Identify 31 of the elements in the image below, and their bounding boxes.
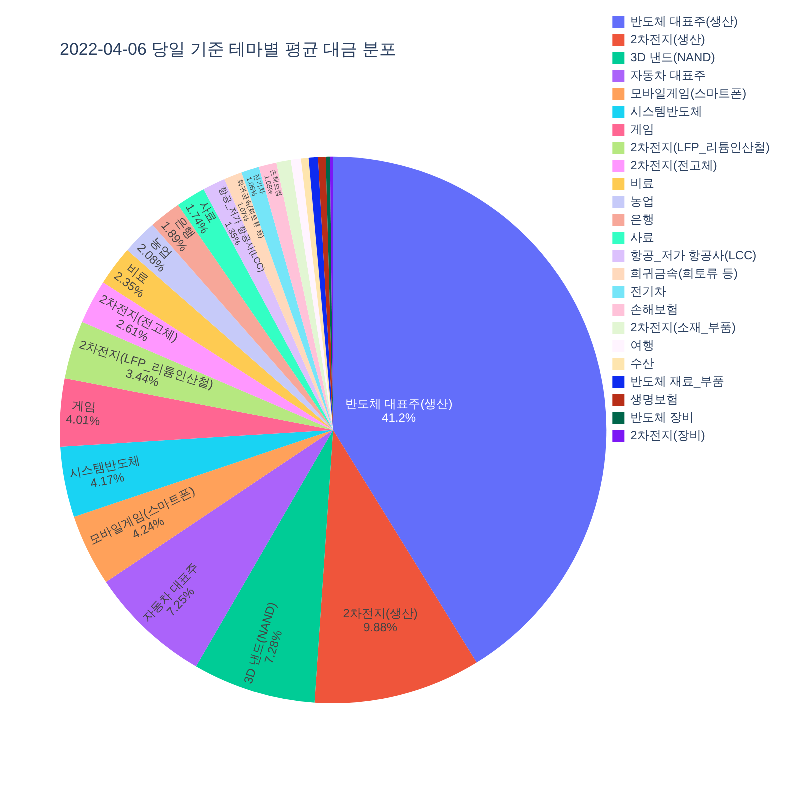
legend-label: 시스템반도체 bbox=[630, 104, 703, 118]
legend-label: 비료 bbox=[630, 176, 655, 190]
legend-label: 3D 낸드(NAND) bbox=[630, 50, 716, 64]
legend-label: 여행 bbox=[630, 338, 655, 352]
legend-label: 반도체 대표주(생산) bbox=[630, 14, 738, 28]
legend-label: 희귀금속(희토류 등) bbox=[630, 266, 738, 280]
legend-label: 사료 bbox=[630, 230, 655, 244]
data-label: 41.2% bbox=[382, 410, 416, 425]
legend-label: 자동차 대표주 bbox=[630, 68, 706, 82]
legend-label: 반도체 재료_부품 bbox=[630, 374, 725, 388]
text: 2022-04-06 당일 기준 테마별 평균 대금 분포 bbox=[60, 40, 396, 59]
data-label: 4.01% bbox=[66, 412, 101, 428]
legend-label: 손해보험 bbox=[630, 302, 679, 316]
legend-label: 수산 bbox=[630, 356, 655, 370]
legend-label: 모바일게임(스마트폰) bbox=[630, 86, 747, 100]
data-label: 9.88% bbox=[364, 620, 398, 634]
slice-label: 게임 bbox=[72, 398, 96, 414]
legend-label: 2차전지(LFP_리튬인산철) bbox=[630, 140, 770, 154]
legend-label: 2차전지(생산) bbox=[630, 32, 706, 46]
legend-label: 반도체 장비 bbox=[630, 410, 694, 424]
legend-label: 2차전지(소재_부품) bbox=[630, 320, 736, 334]
slice-label: 반도체 대표주(생산) bbox=[345, 396, 453, 411]
legend-label: 2차전지(장비) bbox=[630, 428, 706, 442]
slice-label: 2차전지(생산) bbox=[343, 606, 418, 621]
legend-label: 전기차 bbox=[630, 284, 667, 298]
legend-label: 농업 bbox=[630, 194, 655, 208]
legend-label: 생명보험 bbox=[630, 392, 679, 406]
legend-label: 항공_저가 항공사(LCC) bbox=[630, 248, 757, 262]
legend-label: 게임 bbox=[630, 122, 655, 136]
legend-label: 2차전지(전고체) bbox=[630, 158, 718, 172]
legend-label: 은행 bbox=[630, 212, 655, 226]
